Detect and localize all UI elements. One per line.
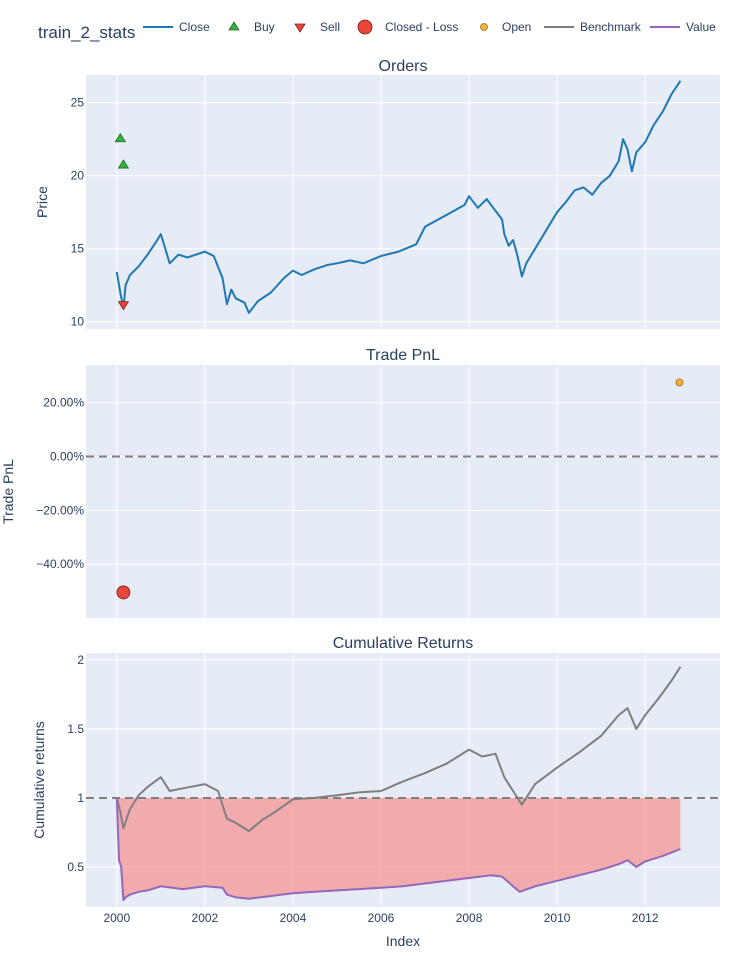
y-axis-label: Cumulative returns bbox=[31, 721, 47, 839]
y-tick-label: −20.00% bbox=[36, 503, 84, 517]
legend-item-sell: Sell bbox=[294, 20, 340, 34]
buy-marker bbox=[117, 159, 130, 169]
legend-item-closed-loss: Closed - Loss bbox=[357, 19, 458, 35]
legend-label: Value bbox=[686, 20, 716, 34]
x-tick-label: 2006 bbox=[368, 911, 395, 925]
y-tick-label: 1 bbox=[77, 791, 84, 805]
x-tick-label: 2002 bbox=[192, 911, 219, 925]
y-tick-label: −40.00% bbox=[36, 557, 84, 571]
x-tick-label: 2012 bbox=[632, 911, 659, 925]
sell-marker bbox=[117, 301, 130, 311]
subplot-title: Orders bbox=[379, 58, 428, 75]
x-tick-label: 2008 bbox=[456, 911, 483, 925]
y-tick-label: 1.5 bbox=[67, 722, 84, 736]
x-axis-label: Index bbox=[386, 933, 420, 949]
x-tick-label: 2010 bbox=[544, 911, 571, 925]
y-tick-label: 0.00% bbox=[50, 450, 84, 464]
y-tick-label: 15 bbox=[71, 242, 85, 256]
chart-panels: 10152025OrdersPrice−40.00%−20.00%0.00%20… bbox=[0, 58, 720, 925]
legend-item-buy: Buy bbox=[228, 20, 275, 34]
y-tick-label: 25 bbox=[71, 96, 85, 110]
legend-label: Close bbox=[179, 20, 210, 34]
x-tick-label: 2004 bbox=[280, 911, 307, 925]
legend-label: Benchmark bbox=[580, 20, 642, 34]
legend-label: Open bbox=[502, 20, 531, 34]
open-trade-point bbox=[675, 378, 684, 387]
x-tick-label: 2000 bbox=[103, 911, 130, 925]
y-tick-label: 20 bbox=[71, 169, 85, 183]
plot-area bbox=[86, 365, 720, 618]
legend: Close Buy Sell Closed - Loss Open Benchmark Va… bbox=[143, 19, 716, 35]
subplot-title: Trade PnL bbox=[366, 347, 440, 364]
legend-label: Buy bbox=[254, 20, 275, 34]
legend-item-value: Value bbox=[650, 20, 716, 34]
plot-area bbox=[86, 75, 720, 329]
buy-marker bbox=[114, 133, 127, 143]
legend-label: Closed - Loss bbox=[385, 20, 458, 34]
y-tick-label: 20.00% bbox=[43, 396, 84, 410]
legend-label: Sell bbox=[320, 20, 340, 34]
y-tick-label: 0.5 bbox=[67, 860, 84, 874]
legend-item-benchmark: Benchmark bbox=[544, 20, 642, 34]
y-tick-label: 10 bbox=[71, 315, 85, 329]
buy-triangle-icon bbox=[228, 21, 240, 31]
subplot-title: Cumulative Returns bbox=[333, 635, 474, 652]
legend-item-close: Close bbox=[143, 20, 210, 34]
series-benchmark-line bbox=[115, 666, 682, 833]
y-axis-label: Trade PnL bbox=[0, 459, 16, 524]
figure-title: train_2_stats bbox=[38, 23, 135, 42]
panel-orders: 10 15 20 25 Orders Price bbox=[34, 58, 720, 329]
series-value-line bbox=[115, 797, 681, 902]
loss-circle-icon bbox=[357, 19, 373, 35]
panel-cumulative-returns: 0.5 1 1.5 2 2000 2002 2004 2006 2008 2010 2012 Cumu… bbox=[31, 635, 720, 925]
closed-loss-point bbox=[116, 585, 131, 600]
y-tick-label: 2 bbox=[77, 653, 84, 667]
panel-trade-pnl: −40.00% −20.00% 0.00% 20.00% Trade PnL Trade … bbox=[0, 347, 720, 618]
sell-triangle-icon bbox=[294, 23, 306, 33]
y-axis-label: Price bbox=[34, 186, 50, 218]
open-circle-icon bbox=[480, 23, 488, 31]
series-close-line bbox=[115, 80, 682, 314]
legend-item-open: Open bbox=[480, 20, 531, 34]
